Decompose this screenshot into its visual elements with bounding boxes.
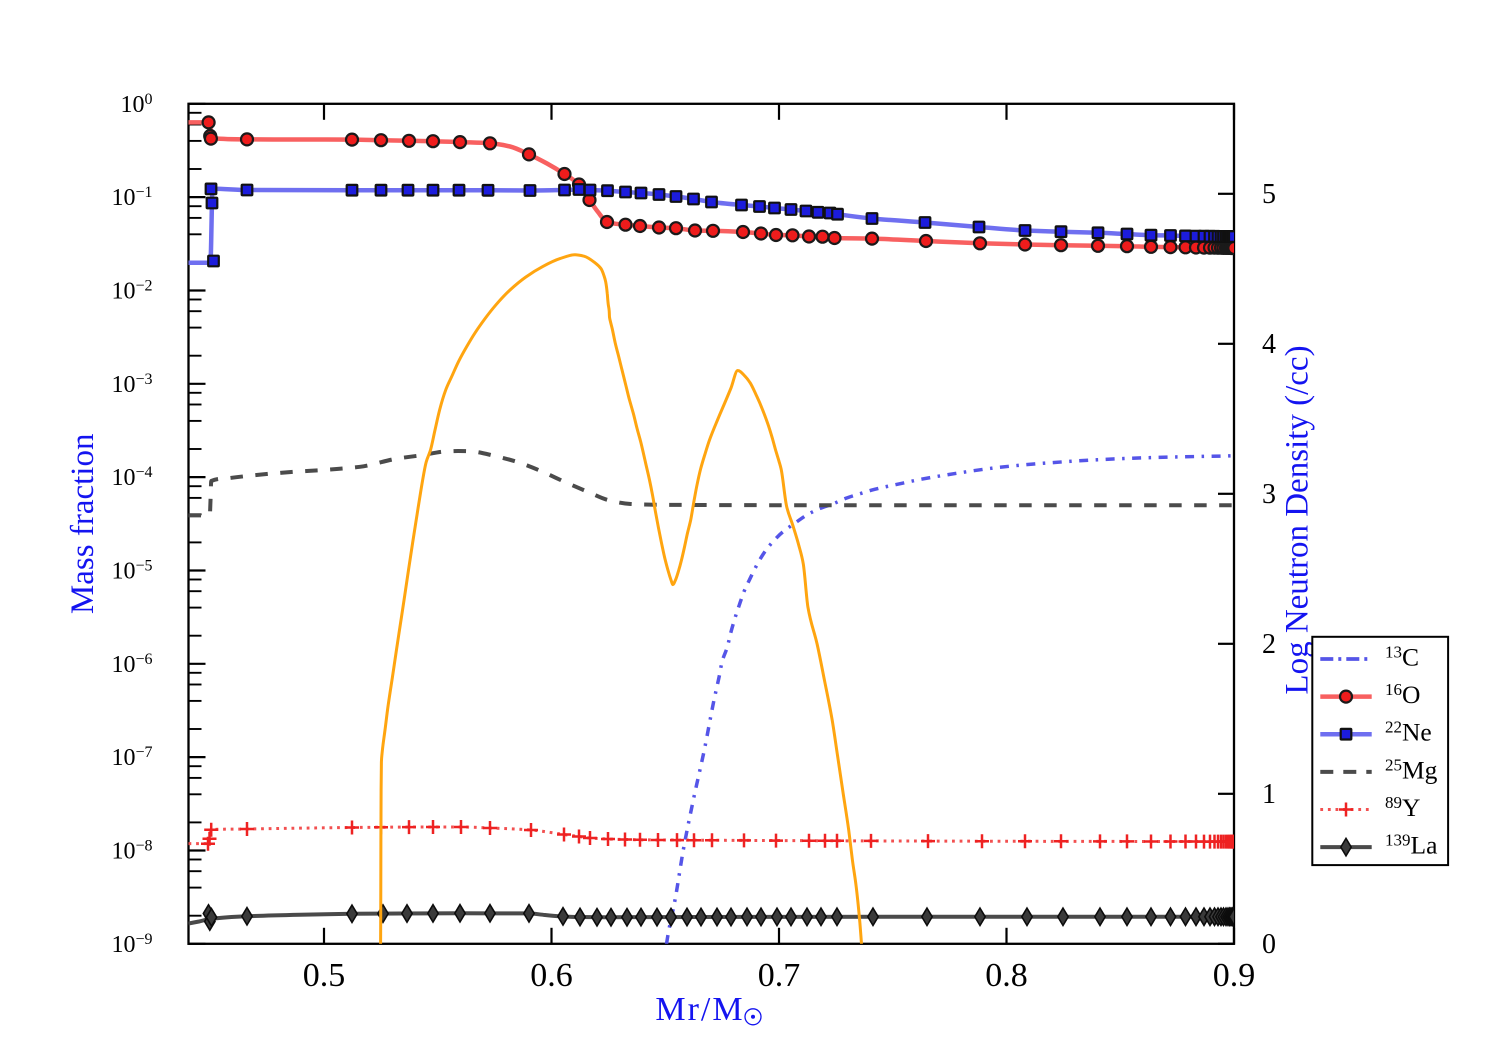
svg-text:16O: 16O xyxy=(1385,680,1420,709)
svg-text:5: 5 xyxy=(1262,179,1276,210)
svg-text:0: 0 xyxy=(1262,929,1276,960)
svg-text:4: 4 xyxy=(1262,329,1276,360)
svg-text:25Mg: 25Mg xyxy=(1385,755,1438,784)
svg-text:0.7: 0.7 xyxy=(758,957,801,994)
svg-text:0.8: 0.8 xyxy=(985,957,1028,994)
svg-text:22Ne: 22Ne xyxy=(1385,718,1432,747)
svg-text:2: 2 xyxy=(1262,629,1276,660)
svg-text:Mr/M: Mr/M xyxy=(655,991,744,1028)
svg-text:10−2: 10−2 xyxy=(111,278,152,305)
svg-text:0.9: 0.9 xyxy=(1213,957,1256,994)
svg-text:Mass fraction: Mass fraction xyxy=(65,434,101,615)
svg-text:13C: 13C xyxy=(1385,643,1419,672)
svg-text:89Y: 89Y xyxy=(1385,793,1420,822)
svg-text:Log Neutron Density (/cc): Log Neutron Density (/cc) xyxy=(1280,345,1316,694)
svg-text:0.6: 0.6 xyxy=(530,957,573,994)
svg-text:0.5: 0.5 xyxy=(303,957,346,994)
svg-text:1: 1 xyxy=(1262,779,1276,810)
svg-text:139La: 139La xyxy=(1385,831,1437,860)
svg-text:3: 3 xyxy=(1262,479,1276,510)
